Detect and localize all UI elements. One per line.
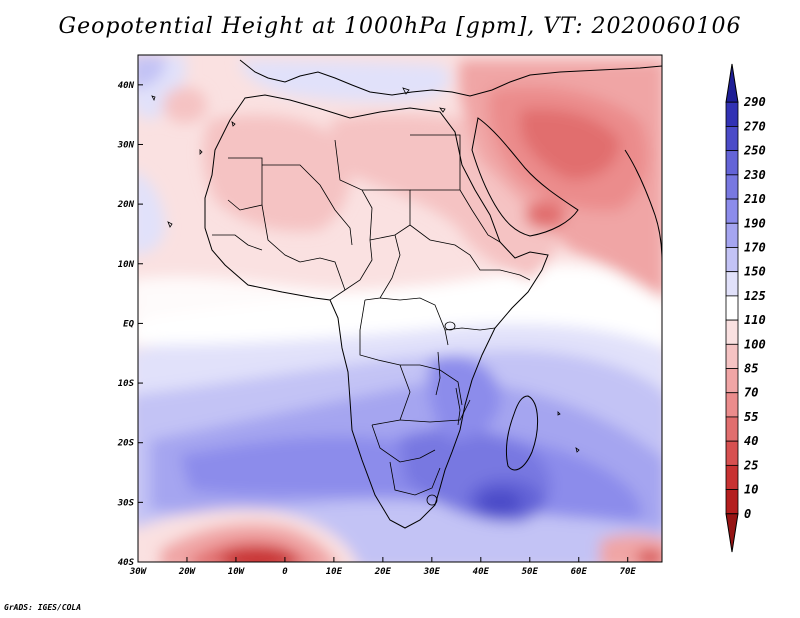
- y-tick-label: 30N: [117, 140, 135, 150]
- y-tick-label: EQ: [123, 319, 134, 329]
- colorbar-swatch: [725, 247, 739, 273]
- lakes: [426, 321, 461, 506]
- colorbar-swatch: [725, 295, 739, 321]
- colorbar-level-label: 190: [744, 216, 766, 230]
- x-tick-label: 70E: [620, 567, 637, 577]
- colorbar-swatch: [725, 174, 739, 200]
- x-tick-label: 30W: [129, 567, 148, 577]
- africa-coastline: [204, 94, 549, 529]
- colorbar-level-label: 150: [744, 265, 766, 279]
- colorbar-level-label: 0: [744, 507, 751, 521]
- y-tick-label: 30S: [117, 498, 135, 508]
- colorbar-level-label: 25: [743, 458, 758, 472]
- colorbar-swatch: [725, 440, 739, 466]
- x-tick-label: 50E: [522, 567, 539, 577]
- colorbar-swatch: [725, 150, 739, 176]
- colorbar-swatch: [725, 464, 739, 490]
- colorbar-top-arrow: [725, 63, 739, 103]
- country-borders: [212, 134, 531, 496]
- x-tick-label: 30E: [423, 567, 441, 577]
- colorbar-level-label: 290: [743, 95, 766, 109]
- colorbar-swatch: [725, 198, 739, 224]
- colorbar-swatch: [725, 271, 739, 297]
- colorbar-swatch: [725, 343, 739, 369]
- y-tick-label: 10S: [118, 379, 135, 389]
- coastlines: [151, 59, 662, 529]
- colorbar-level-label: 230: [743, 168, 766, 182]
- colorbar-level-label: 110: [744, 313, 766, 327]
- y-axis: 40N 30N 20N 10N EQ 10S 20S 30S 40S: [117, 81, 143, 568]
- colorbar-level-label: 250: [743, 144, 766, 158]
- colorbar-swatch: [725, 319, 739, 345]
- y-tick-label: 10N: [118, 260, 135, 270]
- plot-frame: [137, 54, 663, 563]
- colorbar-bottom-arrow: [725, 513, 739, 553]
- credit-text: GrADS: IGES/COLA: [4, 603, 82, 612]
- y-tick-label: 40S: [118, 558, 135, 568]
- x-tick-label: 0: [282, 567, 288, 577]
- arabia-coastline: [471, 117, 579, 237]
- x-tick-label: 20E: [374, 567, 392, 577]
- europe-coastline: [239, 59, 662, 97]
- colorbar-swatch: [725, 368, 739, 394]
- colorbar-level-label: 170: [744, 240, 766, 254]
- colorbar-swatch: [725, 222, 739, 248]
- x-tick-label: 10E: [326, 567, 343, 577]
- india-coastline: [624, 149, 662, 263]
- colorbar-level-label: 55: [744, 410, 758, 424]
- colorbar-level-label: 40: [744, 434, 758, 448]
- y-tick-label: 40N: [118, 81, 135, 91]
- colorbar-swatch: [725, 416, 739, 442]
- x-tick-label: 60E: [571, 567, 588, 577]
- x-tick-label: 40E: [473, 567, 490, 577]
- colorbar-level-label: 125: [744, 289, 766, 303]
- colorbar-level-label: 70: [744, 386, 758, 400]
- colorbar: 2902702502302101901701501251101008570554…: [725, 63, 766, 553]
- x-tick-label: 10W: [228, 567, 246, 577]
- y-tick-label: 20S: [117, 439, 135, 449]
- colorbar-level-label: 270: [743, 119, 766, 133]
- colorbar-level-label: 210: [743, 192, 766, 206]
- x-tick-label: 20W: [178, 567, 197, 577]
- colorbar-swatch: [725, 392, 739, 418]
- colorbar-swatch: [725, 126, 739, 152]
- colorbar-level-label: 10: [744, 483, 758, 497]
- madagascar-coastline: [505, 395, 539, 471]
- y-tick-label: 20N: [117, 200, 135, 210]
- map-title: Geopotential Height at 1000hPa [gpm], VT…: [58, 14, 742, 39]
- colorbar-level-label: 85: [744, 362, 758, 376]
- colorbar-level-label: 100: [744, 337, 766, 351]
- x-axis: 30W 20W 10W 0 10E 20E 30E 40E 50E 60E 70E: [129, 557, 637, 577]
- islands: [151, 87, 580, 453]
- colorbar-swatch: [725, 489, 739, 515]
- height-field: [138, 55, 662, 562]
- colorbar-swatch: [725, 101, 739, 127]
